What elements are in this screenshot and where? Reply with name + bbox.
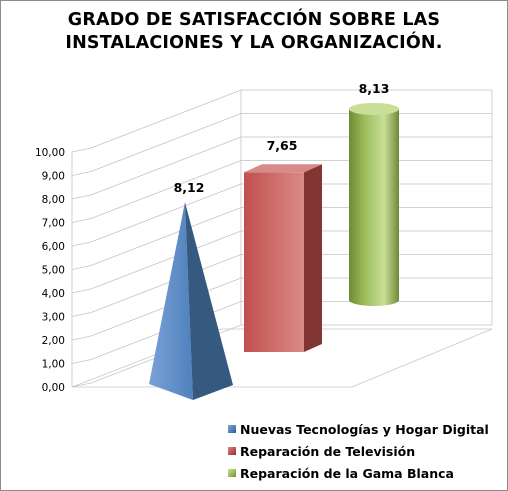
data-label: 8,12 — [174, 180, 205, 195]
bar-box-front — [244, 172, 304, 352]
legend-label: Reparación de Televisión — [240, 443, 416, 459]
bar-pyramid-front — [149, 202, 193, 400]
y-tick-label: 3,00 — [42, 312, 65, 324]
bar-cylinder-top — [349, 102, 399, 115]
legend-label: Nuevas Tecnologías y Hogar Digital — [240, 421, 489, 437]
legend-swatch-blue — [228, 425, 236, 433]
legend-item: Reparación de la Gama Blanca — [228, 462, 489, 484]
y-tick-label: 0,00 — [42, 382, 65, 394]
chart-title: GRADO DE SATISFACCIÓN SOBRE LAS INSTALAC… — [0, 9, 508, 55]
legend-swatch-green — [228, 469, 236, 477]
y-tick-label: 4,00 — [42, 288, 65, 300]
y-tick-label: 10,00 — [35, 147, 65, 159]
y-tick-label: 1,00 — [42, 359, 65, 371]
data-label: 8,13 — [359, 81, 390, 96]
y-tick-label: 9,00 — [42, 171, 65, 183]
chart-title-line-1: GRADO DE SATISFACCIÓN SOBRE LAS — [67, 10, 441, 30]
bar-box-side — [304, 164, 322, 352]
y-tick-label: 8,00 — [42, 194, 65, 206]
legend-swatch-red — [228, 447, 236, 455]
legend-item: Reparación de Televisión — [228, 440, 489, 462]
data-label: 7,65 — [267, 138, 298, 153]
y-tick-label: 7,00 — [42, 218, 65, 230]
y-tick-label: 2,00 — [42, 335, 65, 347]
y-tick-label: 6,00 — [42, 241, 65, 253]
bar-pyramid-side — [185, 202, 233, 400]
bar-box-top — [244, 164, 322, 173]
chart-title-line-2: INSTALACIONES Y LA ORGANIZACIÓN. — [65, 33, 443, 53]
chart-legend: Nuevas Tecnologías y Hogar Digital Repar… — [228, 418, 489, 484]
y-tick-label: 5,00 — [42, 265, 65, 277]
bar-cylinder-body — [349, 108, 399, 306]
bars: 8,12 7,65 8,13 — [149, 81, 399, 400]
legend-item: Nuevas Tecnologías y Hogar Digital — [228, 418, 489, 440]
gridline — [71, 89, 492, 153]
legend-label: Reparación de la Gama Blanca — [240, 465, 454, 481]
